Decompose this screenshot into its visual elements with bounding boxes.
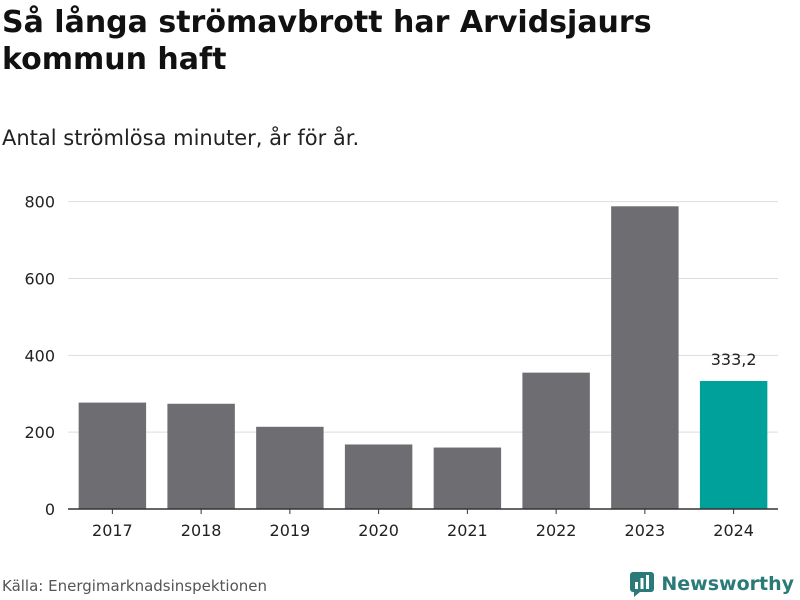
x-tick-label: 2023: [625, 521, 666, 540]
x-tick-label: 2017: [92, 521, 133, 540]
chart-title: Så långa strömavbrott har Arvidsjaurs ko…: [2, 5, 652, 77]
y-tick-label: 600: [24, 270, 55, 289]
x-tick-label: 2021: [447, 521, 488, 540]
bar: [433, 447, 502, 509]
bar: [344, 444, 413, 509]
y-tick-label: 200: [24, 423, 55, 442]
brand-logo[interactable]: Newsworthy: [629, 570, 794, 598]
bar: [611, 206, 679, 510]
y-tick-label: 0: [45, 500, 55, 519]
bar: [256, 426, 324, 509]
newsworthy-logo-icon: [630, 572, 655, 597]
x-tick-label: 2018: [181, 521, 222, 540]
x-tick-label: 2020: [358, 521, 399, 540]
y-tick-label: 400: [24, 346, 55, 365]
data-label: 333,2: [711, 350, 757, 369]
bar: [699, 381, 768, 509]
x-tick-label: 2024: [713, 521, 754, 540]
chart-subtitle: Antal strömlösa minuter, år för år.: [2, 126, 360, 150]
x-tick-label: 2019: [270, 521, 311, 540]
y-tick-label: 800: [24, 193, 55, 212]
bar-chart: 0 200 400 600 800 2017 2018 2019 2020 2021 2022 202…: [24, 193, 778, 540]
bar: [167, 403, 235, 509]
brand-name: Newsworthy: [661, 573, 794, 595]
x-tick-label: 2022: [536, 521, 577, 540]
bar: [78, 402, 147, 509]
bar: [522, 372, 590, 509]
source-note: Källa: Energimarknadsinspektionen: [2, 577, 268, 595]
